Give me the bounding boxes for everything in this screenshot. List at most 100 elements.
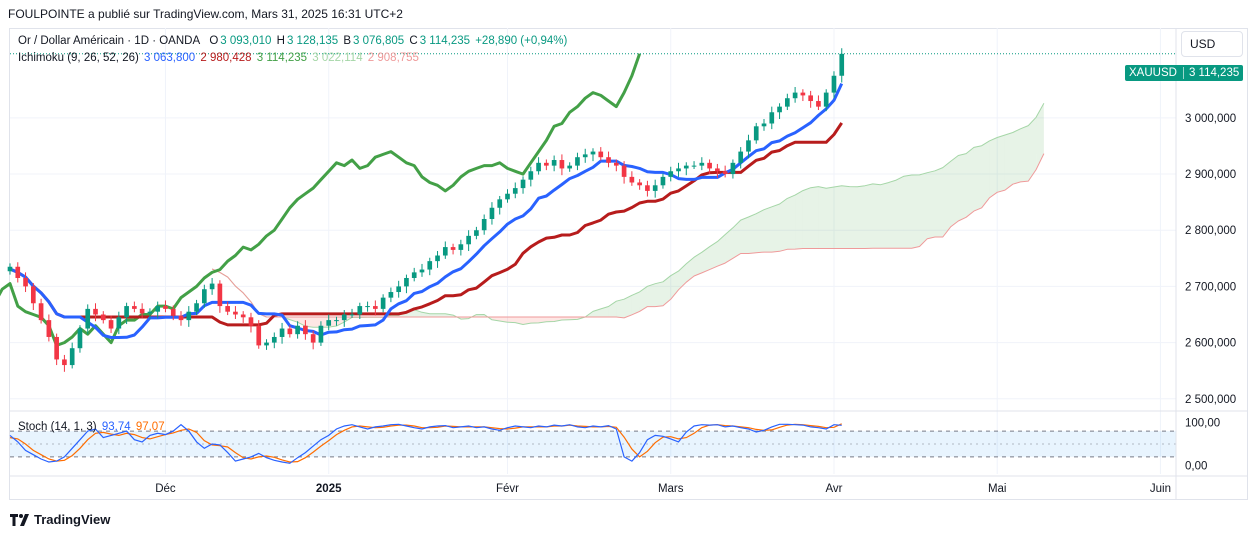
open-label: O: [209, 35, 219, 47]
kumo-segment: [740, 217, 749, 254]
candle-body: [466, 235, 471, 245]
candle: [93, 303, 98, 322]
candle: [85, 304, 91, 335]
candle-body: [645, 185, 650, 191]
candle-body: [264, 342, 269, 346]
kumo-segment: [973, 145, 982, 212]
candle-body: [23, 277, 28, 287]
candle: [132, 301, 137, 313]
candle-body: [108, 320, 114, 329]
candle: [23, 272, 28, 293]
candle: [520, 176, 526, 194]
candle: [217, 280, 223, 313]
candle-body: [318, 325, 324, 343]
candle-body: [435, 255, 440, 262]
kumo-segment: [919, 172, 928, 247]
candle: [15, 262, 21, 283]
candle-body: [69, 348, 75, 366]
candle: [77, 325, 83, 353]
kumo-segment: [546, 317, 555, 322]
kumo-segment: [997, 135, 1005, 193]
kumo-segment: [414, 309, 422, 318]
kumo-segment: [779, 198, 788, 252]
candle-body: [823, 92, 829, 107]
candle: [730, 159, 736, 179]
candle: [808, 90, 813, 108]
candle: [108, 315, 114, 334]
candle: [341, 310, 347, 327]
kumo-segment: [678, 263, 687, 290]
candle: [722, 165, 728, 178]
kumo-segment: [1012, 128, 1021, 185]
candle-body: [481, 219, 487, 231]
candle: [30, 283, 36, 311]
candle: [544, 159, 549, 171]
candle: [271, 332, 277, 349]
candle: [46, 314, 52, 342]
senkou-span-b: [211, 153, 1045, 319]
candle: [816, 95, 821, 111]
kumo-segment: [686, 257, 695, 283]
candle: [458, 239, 464, 256]
candle: [691, 161, 697, 170]
kumo-segment: [561, 317, 570, 320]
candle: [318, 321, 324, 346]
kumo-segment: [903, 175, 912, 249]
kijun-value: 2 980,428: [200, 52, 252, 64]
candle-body: [77, 328, 83, 349]
kumo-segment: [530, 317, 539, 324]
candle: [823, 89, 829, 112]
candle: [746, 134, 751, 159]
kumo-segment: [631, 291, 640, 315]
candle: [357, 302, 363, 319]
currency-button[interactable]: USD: [1181, 31, 1243, 57]
kumo-segment: [872, 183, 881, 249]
candle: [435, 251, 440, 268]
candle-body: [761, 123, 767, 127]
candle: [225, 301, 230, 316]
candle-body: [365, 306, 370, 308]
candle: [761, 119, 767, 131]
candle: [326, 314, 332, 331]
candle: [170, 305, 176, 321]
candle: [582, 148, 588, 163]
tradingview-logo[interactable]: TradingView: [10, 512, 110, 527]
candle: [536, 157, 541, 175]
candle-body: [209, 283, 215, 290]
candle-body: [792, 92, 798, 99]
chikou-span: [0, 53, 642, 347]
candle: [373, 300, 378, 316]
candle-body: [582, 154, 588, 158]
candle-body: [303, 325, 308, 335]
candle-body: [256, 325, 262, 346]
kumo-segment: [437, 313, 446, 318]
stoch-k-line: [9, 423, 842, 464]
candle: [613, 159, 619, 172]
candle-body: [100, 314, 106, 321]
candle-body: [248, 317, 254, 326]
kumo-segment: [795, 190, 803, 250]
candle-body: [785, 98, 790, 107]
candle-body: [54, 336, 59, 360]
open-value: 3 093,010: [220, 35, 272, 47]
y-tick-label: 2 700,000: [1185, 281, 1236, 293]
axes: 3 000,000 2 900,000 2 800,000 2 700,000 2 60…: [9, 28, 1248, 500]
candle-body: [528, 171, 534, 180]
stoch-k-value: 93,74: [101, 421, 131, 433]
candle-body: [427, 261, 433, 270]
high-label: H: [276, 35, 285, 47]
badge-price: 3 114,235: [1188, 67, 1240, 79]
candle-body: [753, 126, 759, 141]
candle: [240, 311, 246, 323]
publisher-line: FOULPOINTE a publié sur TradingView.com,…: [8, 7, 403, 21]
candle: [474, 226, 479, 240]
candle-body: [38, 303, 44, 321]
candle-body: [186, 311, 192, 321]
candle-body: [676, 168, 681, 172]
candle: [598, 147, 604, 161]
kumo-segment: [1028, 117, 1037, 182]
kumo-segment: [670, 271, 679, 300]
kumo-segment: [896, 176, 904, 249]
